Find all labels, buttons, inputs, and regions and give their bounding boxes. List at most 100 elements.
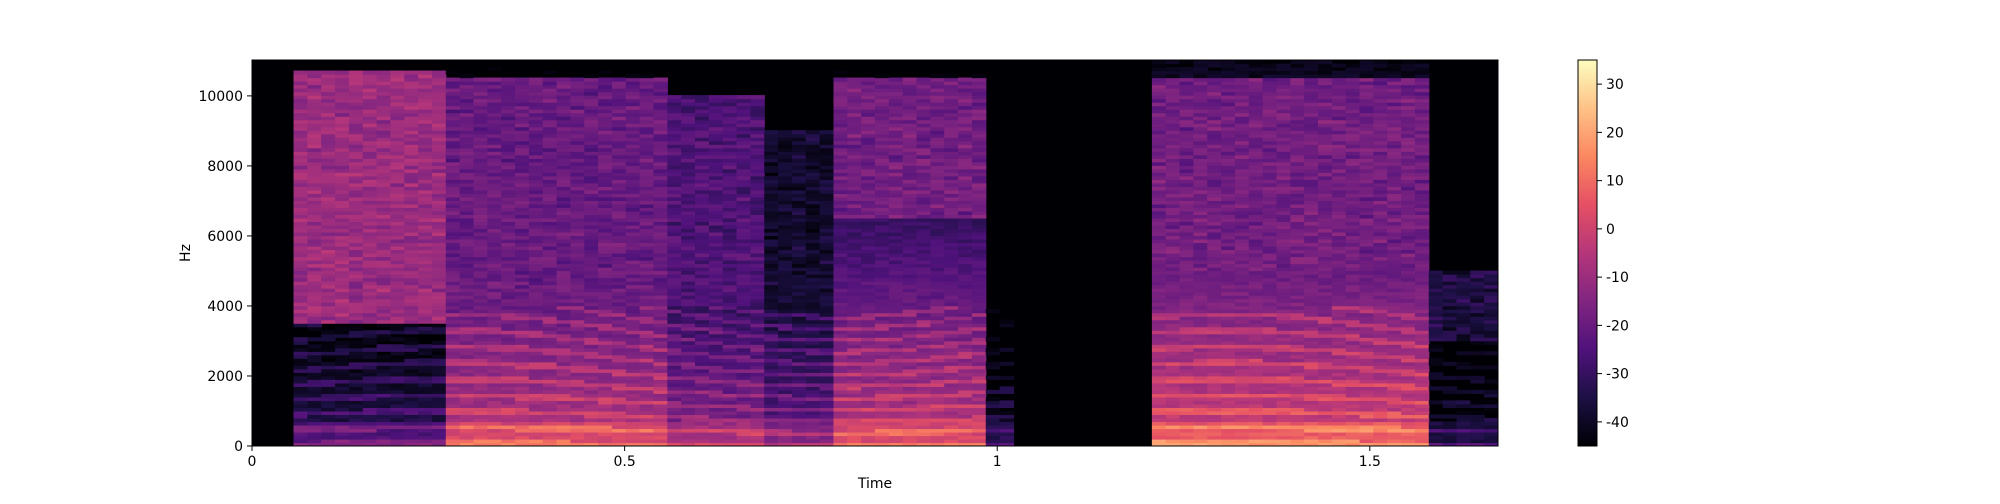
spectrogram-cell bbox=[805, 140, 821, 145]
spectrogram-cell bbox=[764, 421, 779, 426]
spectrogram-cell bbox=[445, 389, 461, 394]
spectrogram-cell bbox=[695, 340, 710, 345]
spectrogram-cell bbox=[487, 407, 502, 412]
spectrogram-cell bbox=[847, 291, 862, 296]
spectrogram-cell bbox=[459, 200, 475, 205]
spectrogram-cell bbox=[764, 316, 779, 321]
spectrogram-cell bbox=[556, 263, 572, 268]
spectrogram-cell bbox=[778, 186, 793, 191]
spectrogram-cell bbox=[916, 245, 931, 251]
spectrogram-cell bbox=[390, 253, 405, 258]
spectrogram-cell bbox=[501, 151, 516, 156]
spectrogram-cell bbox=[639, 396, 655, 401]
spectrogram-cell bbox=[653, 245, 668, 251]
spectrogram-cell bbox=[930, 98, 945, 103]
spectrogram-cell bbox=[750, 109, 765, 114]
spectrogram-cell bbox=[625, 400, 641, 405]
spectrogram-cell bbox=[570, 263, 585, 268]
spectrogram-cell bbox=[431, 438, 447, 444]
spectrogram-cell bbox=[473, 326, 488, 331]
spectrogram-cell bbox=[459, 168, 475, 173]
spectrogram-cell bbox=[307, 442, 322, 446]
spectrogram-cell bbox=[625, 182, 641, 187]
spectrogram-cell bbox=[293, 168, 308, 173]
spectrogram-cell bbox=[584, 98, 599, 103]
spectrogram-cell bbox=[335, 277, 350, 282]
spectrogram-cell bbox=[556, 414, 572, 419]
spectrogram-cell bbox=[667, 274, 682, 279]
spectrogram-cell bbox=[681, 319, 696, 324]
spectrogram-cell bbox=[750, 400, 765, 405]
spectrogram-cell bbox=[445, 186, 461, 191]
spectrogram-cell bbox=[695, 424, 710, 430]
spectrogram-cell bbox=[404, 396, 419, 401]
spectrogram-cell bbox=[902, 260, 918, 265]
spectrogram-cell bbox=[418, 123, 433, 128]
spectrogram-cell bbox=[736, 147, 751, 152]
spectrogram-cell bbox=[805, 319, 821, 324]
spectrogram-cell bbox=[805, 417, 821, 423]
spectrogram-cell bbox=[307, 231, 322, 237]
spectrogram-cell bbox=[736, 354, 751, 359]
spectrogram-cell bbox=[473, 147, 488, 152]
spectrogram-cell bbox=[791, 305, 807, 310]
spectrogram-cell bbox=[833, 105, 848, 110]
spectrogram-cell bbox=[348, 147, 364, 152]
spectrogram-cell bbox=[736, 330, 751, 335]
spectrogram-cell bbox=[335, 151, 350, 156]
spectrogram-cell bbox=[487, 253, 502, 258]
spectrogram-cell bbox=[778, 172, 793, 177]
spectrogram-cell bbox=[418, 116, 433, 121]
spectrogram-cell bbox=[861, 144, 876, 149]
spectrogram-cell bbox=[418, 326, 433, 331]
spectrogram-cell bbox=[764, 147, 779, 152]
spectrogram-cell bbox=[376, 365, 392, 370]
spectrogram-cell bbox=[875, 417, 890, 423]
spectrogram-cell bbox=[861, 88, 876, 93]
spectrogram-cell bbox=[833, 323, 848, 328]
spectrogram-cell bbox=[695, 442, 710, 446]
spectrogram-cell bbox=[445, 210, 461, 215]
spectrogram-cell bbox=[390, 203, 405, 208]
spectrogram-cell bbox=[861, 365, 876, 370]
spectrogram-cell bbox=[390, 151, 405, 156]
spectrogram-cell bbox=[335, 428, 350, 433]
spectrogram-cell bbox=[653, 431, 668, 437]
spectrogram-cell bbox=[584, 109, 599, 114]
spectrogram-cell bbox=[445, 382, 461, 387]
spectrogram-cell bbox=[944, 228, 959, 233]
spectrogram-cell bbox=[916, 91, 931, 96]
spectrogram-cell bbox=[764, 442, 779, 446]
spectrogram-cell bbox=[528, 242, 544, 247]
spectrogram-cell bbox=[736, 386, 751, 391]
spectrogram-cell bbox=[431, 137, 447, 142]
spectrogram-cell bbox=[902, 284, 918, 289]
spectrogram-cell bbox=[736, 274, 751, 279]
spectrogram-cell bbox=[916, 274, 931, 279]
spectrogram-cell bbox=[584, 375, 599, 380]
spectrogram-cell bbox=[875, 354, 890, 359]
spectrogram-cell bbox=[708, 207, 724, 212]
spectrogram-cell bbox=[819, 172, 835, 177]
spectrogram-cell bbox=[805, 396, 821, 401]
spectrogram-cell bbox=[944, 112, 959, 117]
spectrogram-cell bbox=[847, 284, 862, 289]
spectrogram-cell bbox=[875, 144, 890, 149]
spectrogram-cell bbox=[611, 161, 627, 166]
spectrogram-cell bbox=[791, 165, 807, 170]
spectrogram-cell bbox=[847, 95, 862, 100]
spectrogram-cell bbox=[321, 354, 336, 359]
spectrogram-cell bbox=[888, 154, 904, 159]
spectrogram-cell bbox=[944, 431, 959, 437]
spectrogram-cell bbox=[307, 372, 322, 377]
spectrogram-cell bbox=[833, 277, 848, 282]
spectrogram-cell bbox=[473, 253, 488, 258]
spectrogram-cell bbox=[556, 193, 572, 198]
spectrogram-cell bbox=[418, 274, 433, 279]
spectrogram-cell bbox=[348, 186, 364, 191]
spectrogram-cell bbox=[833, 288, 848, 293]
spectrogram-cell bbox=[362, 123, 378, 128]
spectrogram-cell bbox=[611, 330, 627, 335]
spectrogram-cell bbox=[598, 242, 613, 247]
spectrogram-cell bbox=[875, 361, 890, 366]
